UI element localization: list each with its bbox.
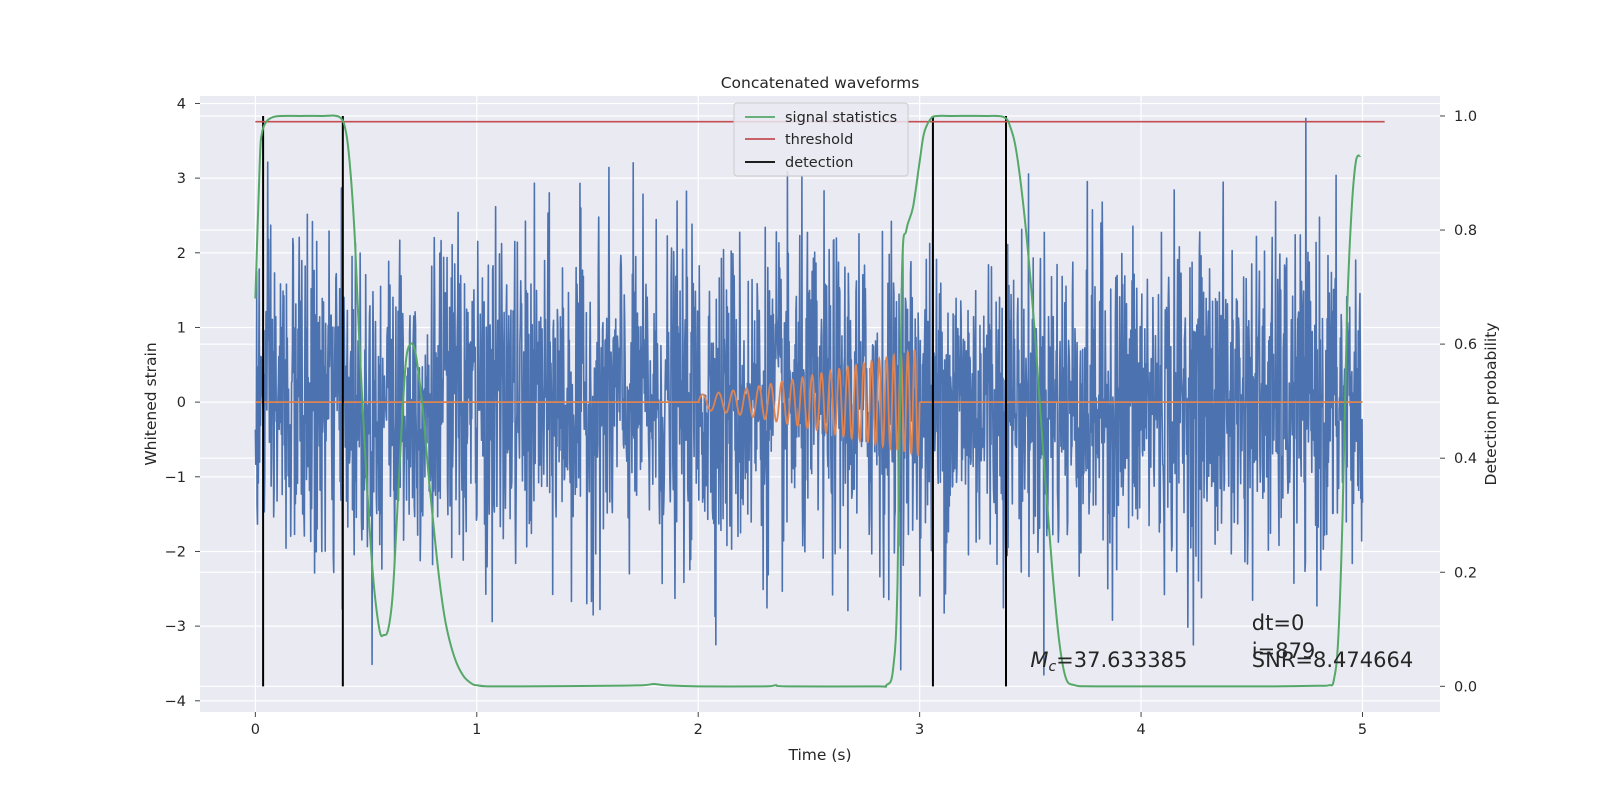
y-axis-label: Whitened strain: [142, 342, 160, 465]
x-tick-label: 2: [694, 722, 703, 738]
y-tick-label: 1: [177, 320, 186, 336]
index-annotation: i=879: [1252, 639, 1316, 663]
y-tick-label: 4: [177, 96, 186, 112]
right-y-axis-label: Detection probability: [1482, 323, 1500, 486]
x-tick-label: 1: [472, 722, 481, 738]
right-y-tick-label: 0.0: [1454, 679, 1477, 695]
y-tick-label: 0: [177, 395, 186, 411]
legend-label-detection: detection: [785, 155, 853, 171]
legend-label-signal-statistics: signal statistics: [785, 110, 897, 126]
x-tick-label: 0: [251, 722, 260, 738]
right-y-tick-label: 0.2: [1454, 565, 1477, 581]
chart-title: Concatenated waveforms: [721, 74, 920, 92]
injected-signal-line: [255, 348, 1363, 457]
right-y-tick-label: 0.6: [1454, 337, 1477, 353]
y-tick-label: −3: [165, 619, 186, 635]
x-axis-label: Time (s): [787, 746, 851, 764]
x-tick-label: 5: [1358, 722, 1367, 738]
y-tick-label: −4: [165, 694, 186, 710]
snr-annotation: SNR=8.474664: [1252, 648, 1413, 672]
dt-annotation: dt=0: [1252, 611, 1305, 635]
strain-series-line: [254, 117, 1364, 676]
data-layer: [254, 114, 1385, 688]
x-tick-label: 4: [1136, 722, 1145, 738]
signal-statistics-line: [254, 114, 1362, 688]
legend-label-threshold: threshold: [785, 132, 853, 148]
y-tick-label: −2: [165, 544, 186, 560]
legend: signal statistics threshold detection: [733, 102, 909, 177]
right-y-tick-label: 0.4: [1454, 451, 1477, 467]
right-y-tick-label: 0.8: [1454, 223, 1477, 239]
x-tick-label: 3: [915, 722, 924, 738]
chirp-mass-annotation: Mc=37.633385: [1030, 648, 1187, 675]
y-tick-label: −1: [165, 470, 186, 486]
y-tick-label: 2: [177, 246, 186, 262]
tick-labels: 0 1 2 3 4 5 −4 −3 −2 −1 0 1 2 3 4 0.0 0.2 0.4 0.6 0.8 1.0: [165, 96, 1477, 738]
right-y-tick-label: 1.0: [1454, 109, 1477, 125]
y-tick-label: 3: [177, 171, 186, 187]
